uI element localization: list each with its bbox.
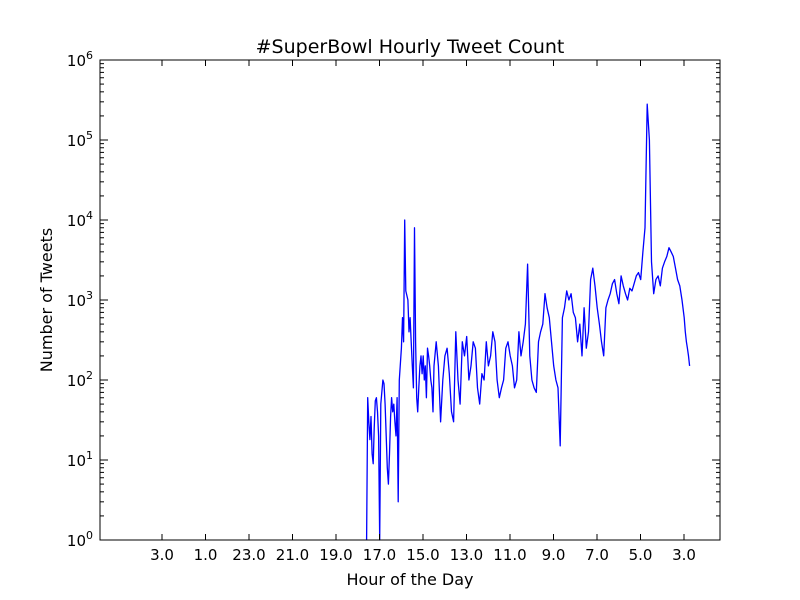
x-tick-label: 7.0 (585, 546, 609, 564)
y-tick-label: 102 (67, 369, 93, 390)
x-tick-label: 21.0 (276, 546, 309, 564)
x-tick-label: 3.0 (150, 546, 174, 564)
y-tick-label: 100 (67, 529, 93, 550)
x-tick-label: 1.0 (194, 546, 218, 564)
x-axis-title: Hour of the Day (346, 570, 473, 589)
y-tick-label: 106 (67, 49, 93, 70)
y-tick-label: 103 (67, 289, 93, 310)
y-axis-title: Number of Tweets (37, 228, 56, 372)
x-tick-label: 9.0 (542, 546, 566, 564)
x-tick-label: 17.0 (363, 546, 396, 564)
x-tick-label: 5.0 (629, 546, 653, 564)
series-line (365, 103, 691, 541)
y-tick-label: 104 (67, 209, 93, 230)
y-tick-label: 105 (67, 129, 93, 150)
y-tick-label: 101 (67, 449, 93, 470)
series-layer (365, 103, 691, 541)
x-tick-label: 11.0 (493, 546, 526, 564)
y-axis: 100 101 102 103 104 105 106 (67, 49, 720, 550)
x-axis: 3.0 1.0 23.0 21.0 19.0 17.0 15.0 13.0 11.0 9.0 7.0… (150, 60, 696, 564)
x-tick-label: 3.0 (672, 546, 696, 564)
x-tick-label: 23.0 (232, 546, 265, 564)
x-tick-label: 13.0 (450, 546, 483, 564)
chart-title: #SuperBowl Hourly Tweet Count (256, 36, 565, 58)
plot-background (100, 60, 720, 540)
x-tick-label: 15.0 (406, 546, 439, 564)
x-tick-label: 19.0 (319, 546, 352, 564)
